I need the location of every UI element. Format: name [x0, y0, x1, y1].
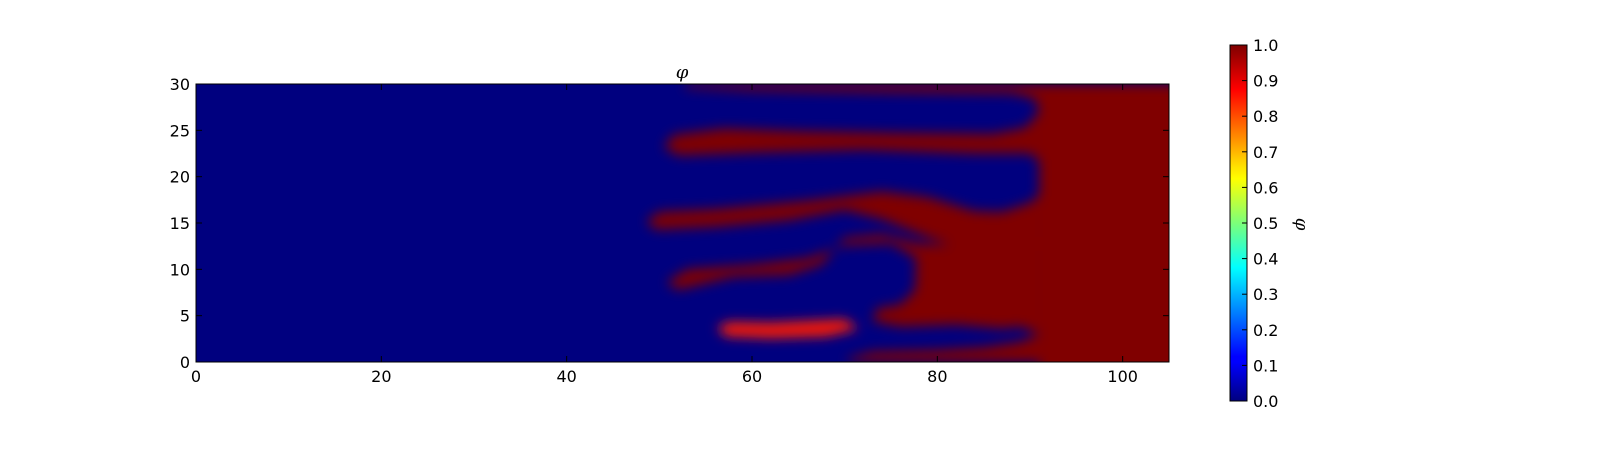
- colorbar-axis: 0.0 0.1 0.2 0.3 0.4 0.5 0.6 0.7 0.8 0.9 1.0: [1242, 36, 1278, 411]
- colorbar-tick-label: 0.6: [1253, 178, 1278, 197]
- colorbar-tick-label: 0.7: [1253, 143, 1278, 162]
- y-tick-label: 0: [180, 353, 190, 372]
- y-tick-label: 5: [180, 307, 190, 326]
- colorbar-tick-label: 0.0: [1253, 392, 1278, 411]
- heatmap-plot: 0 20 40 60 80 100 0 5 10 15 20 25 30 φ: [170, 62, 1170, 386]
- chart-title: φ: [676, 62, 689, 83]
- y-tick-label: 30: [170, 75, 190, 94]
- colorbar-tick-label: 0.9: [1253, 72, 1278, 91]
- y-tick-label: 15: [170, 214, 190, 233]
- phase-region-1: [716, 319, 859, 338]
- colorbar-label: φ: [1291, 218, 1312, 231]
- x-tick-label: 60: [742, 367, 762, 386]
- colorbar-tick-label: 0.1: [1253, 356, 1278, 375]
- colorbar-tick-label: 0.3: [1253, 285, 1278, 304]
- y-tick-label: 10: [170, 260, 190, 279]
- x-tick-label: 0: [191, 367, 201, 386]
- x-tick-label: 80: [927, 367, 947, 386]
- x-tick-label: 40: [556, 367, 576, 386]
- colorbar-tick-label: 0.4: [1253, 250, 1278, 269]
- x-axis: 0 20 40 60 80 100: [191, 84, 1138, 386]
- colorbar-tick-label: 1.0: [1253, 36, 1278, 55]
- phase-region-0: [646, 84, 1045, 362]
- x-tick-label: 20: [371, 367, 391, 386]
- colorbar-tick-label: 0.5: [1253, 214, 1278, 233]
- colorbar-tick-label: 0.2: [1253, 321, 1278, 340]
- y-axis: 0 5 10 15 20 25 30: [170, 75, 1169, 372]
- x-tick-label: 100: [1107, 367, 1138, 386]
- colorbar-tick-label: 0.8: [1253, 107, 1278, 126]
- saturated-region: [1039, 84, 1169, 362]
- y-tick-label: 25: [170, 121, 190, 140]
- heatmap-field: [646, 84, 1169, 362]
- y-tick-label: 20: [170, 168, 190, 187]
- colorbar: 0.0 0.1 0.2 0.3 0.4 0.5 0.6 0.7 0.8 0.9 1.0 φ: [1229, 36, 1312, 411]
